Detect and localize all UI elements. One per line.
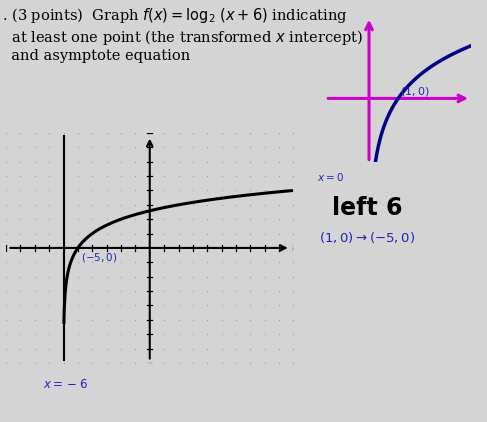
Text: $(1, 0) \rightarrow (-5, 0)$: $(1, 0) \rightarrow (-5, 0)$ — [319, 230, 415, 245]
Text: $x = 0$: $x = 0$ — [317, 171, 344, 183]
Text: . (3 points)  Graph $f(x) = \log_2\,(x + 6)$ indicating
  at least one point (th: . (3 points) Graph $f(x) = \log_2\,(x + … — [2, 6, 364, 63]
Text: $(-5, 0)$: $(-5, 0)$ — [81, 251, 117, 264]
Text: left 6: left 6 — [333, 196, 403, 220]
Text: $(1, 0)$: $(1, 0)$ — [400, 84, 430, 97]
Text: $x = -6$: $x = -6$ — [43, 378, 88, 391]
